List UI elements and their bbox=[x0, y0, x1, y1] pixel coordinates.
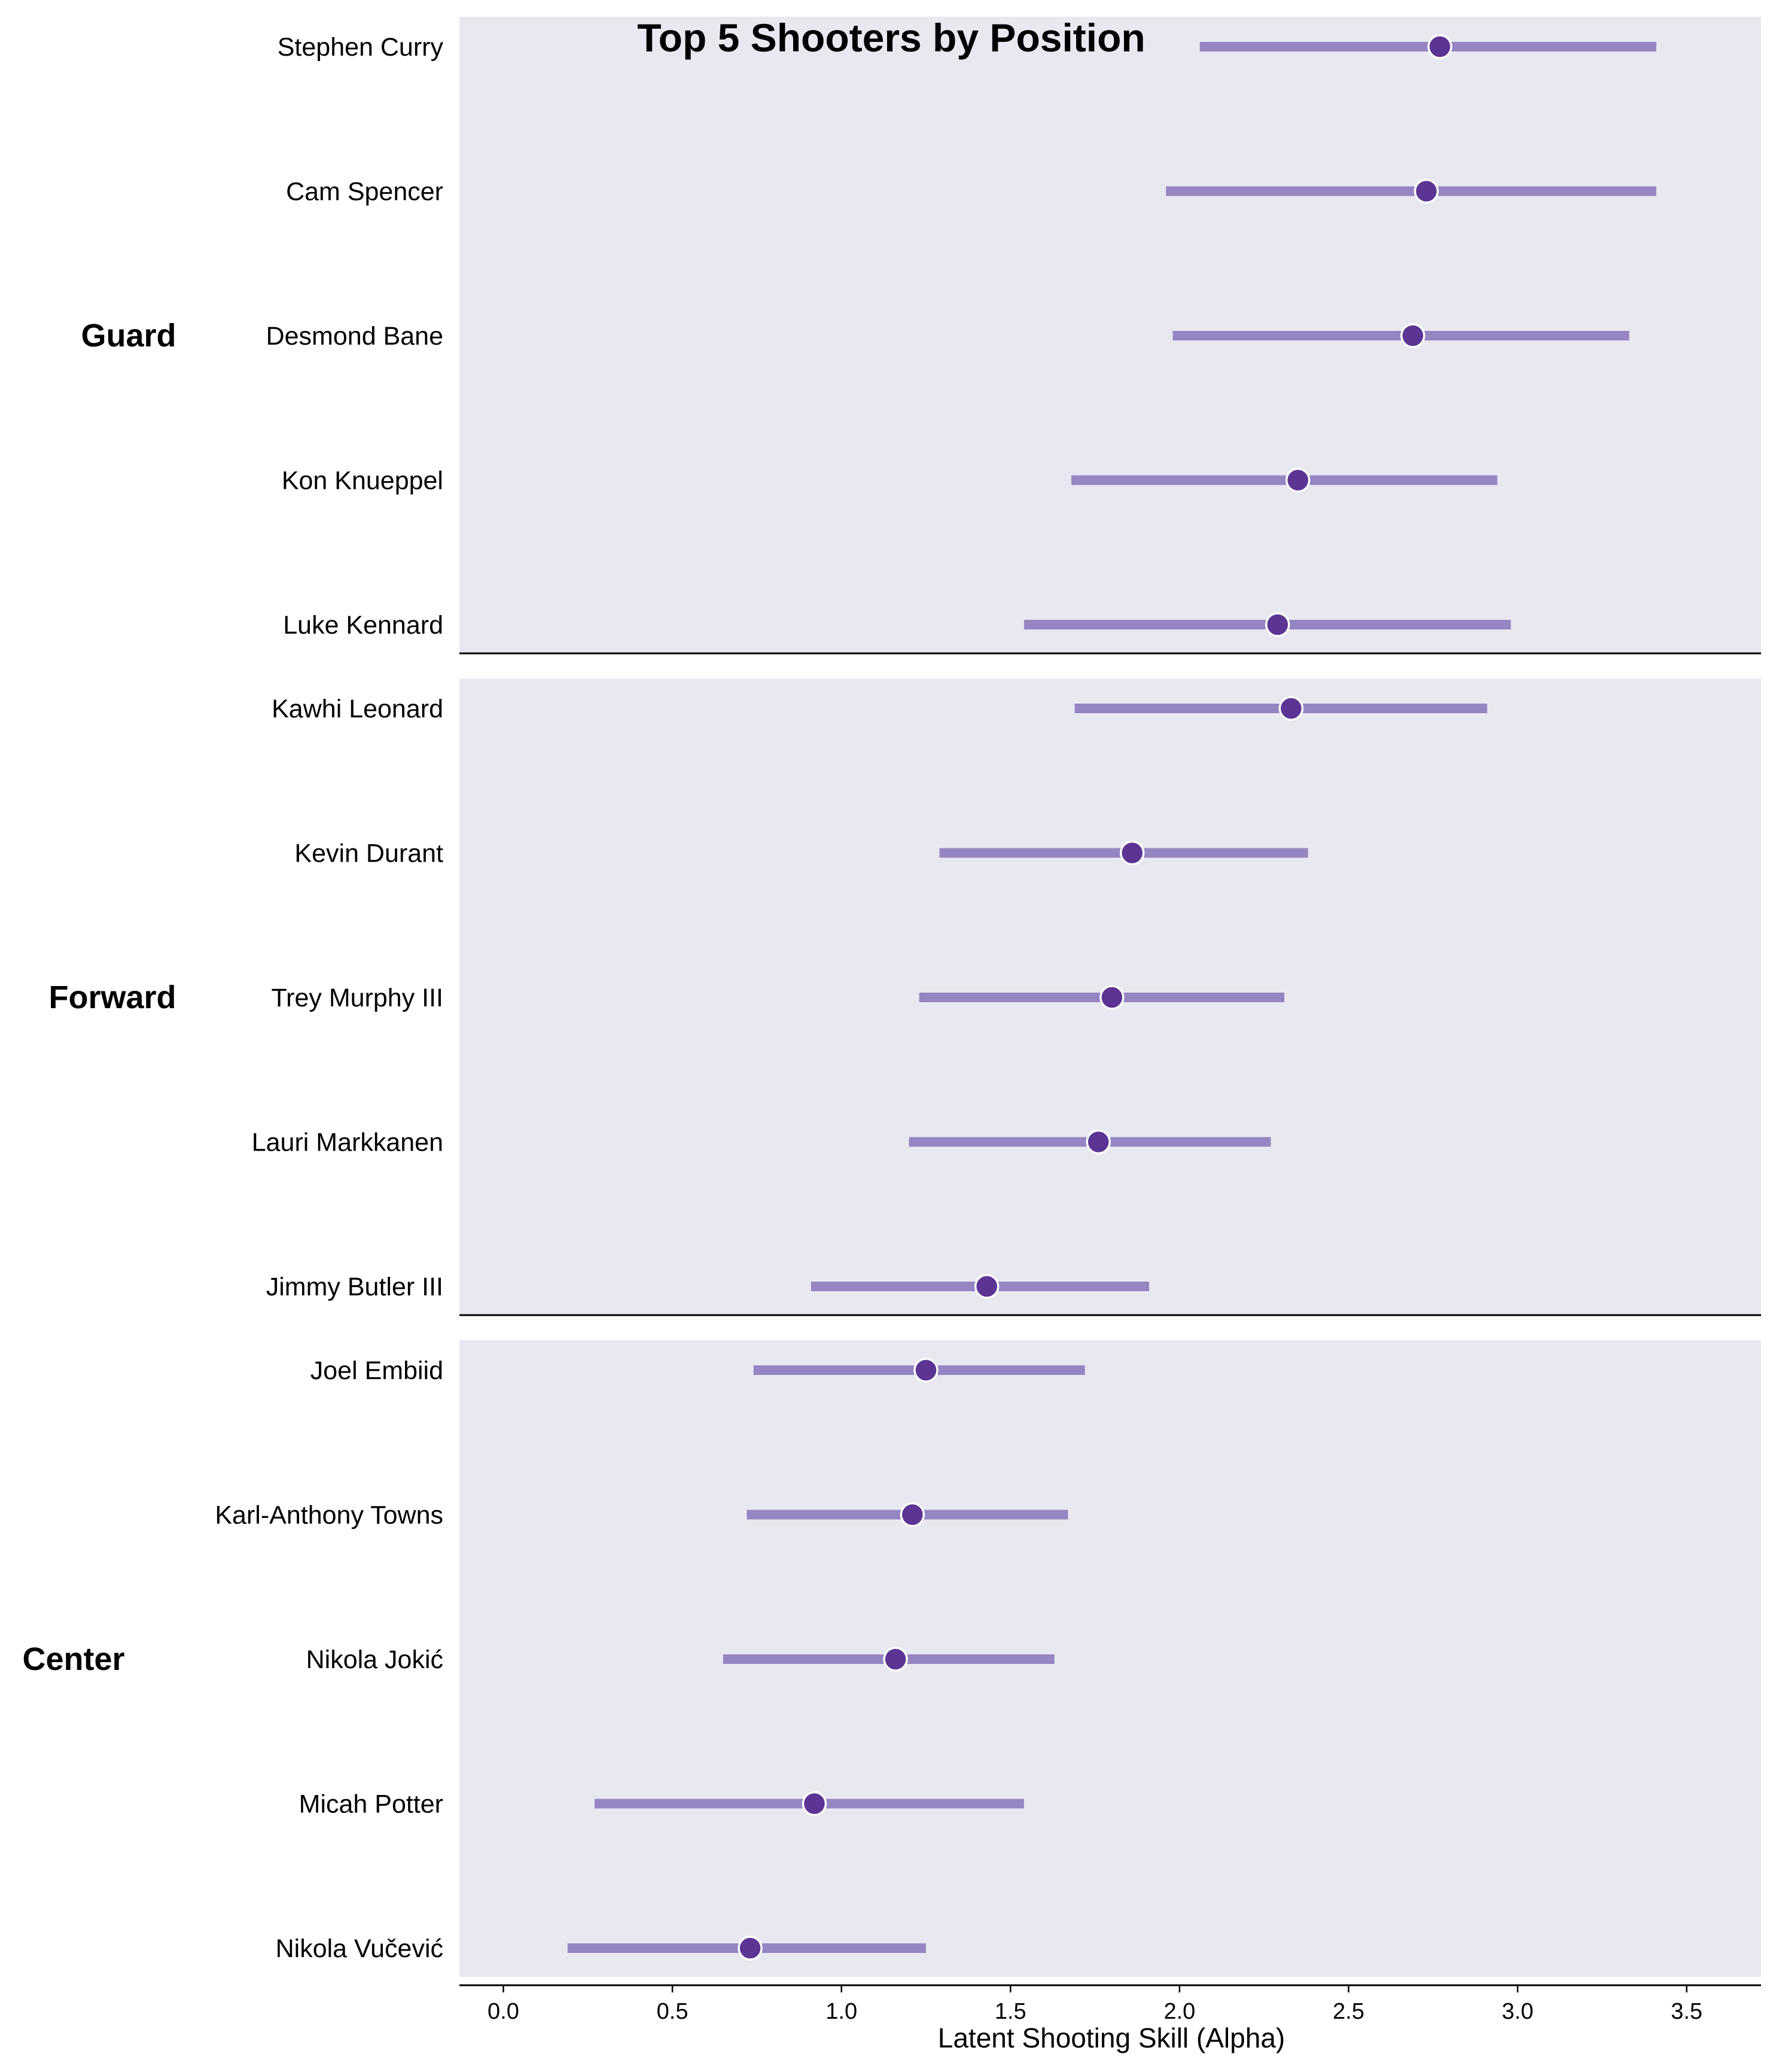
x-axis-label: Latent Shooting Skill (Alpha) bbox=[938, 2022, 1285, 2053]
mean-point bbox=[883, 1647, 908, 1672]
x-tick-label: 0.5 bbox=[657, 1999, 689, 2024]
mean-point bbox=[1086, 1129, 1111, 1155]
mean-point bbox=[1427, 34, 1452, 59]
mean-point bbox=[1278, 696, 1304, 721]
player-label: Cam Spencer bbox=[286, 178, 443, 206]
mean-point bbox=[1265, 612, 1290, 637]
mean-point bbox=[1099, 985, 1125, 1010]
x-tick-label: 2.5 bbox=[1333, 1999, 1364, 2024]
x-tick-label: 2.0 bbox=[1163, 1999, 1195, 2024]
player-label: Stephen Curry bbox=[278, 33, 444, 62]
player-label: Nikola Jokić bbox=[306, 1645, 443, 1674]
mean-point bbox=[913, 1358, 939, 1383]
mean-point bbox=[738, 1936, 763, 1961]
mean-point bbox=[1285, 467, 1311, 493]
player-label: Kevin Durant bbox=[294, 839, 443, 868]
mean-point bbox=[974, 1274, 1000, 1299]
player-label: Kon Knueppel bbox=[282, 467, 443, 495]
player-label: Karl-Anthony Towns bbox=[215, 1501, 443, 1530]
x-tick-label: 1.5 bbox=[995, 1999, 1026, 2024]
mean-point bbox=[1119, 840, 1145, 866]
player-label: Jimmy Butler III bbox=[266, 1273, 443, 1301]
marks-layer bbox=[567, 34, 1656, 1961]
player-label: Joel Embiid bbox=[310, 1356, 443, 1385]
x-tick-label: 3.5 bbox=[1671, 1999, 1702, 2024]
group-label-guard: Guard bbox=[81, 318, 176, 354]
mean-point bbox=[802, 1791, 827, 1817]
player-label: Micah Potter bbox=[299, 1790, 443, 1819]
mean-point bbox=[1414, 178, 1439, 204]
mean-point bbox=[900, 1502, 925, 1528]
x-axis: 0.0 0.5 1.0 1.5 2.0 2.5 3.0 3.5 bbox=[459, 1984, 1761, 2024]
player-label: Kawhi Leonard bbox=[272, 695, 443, 723]
player-label: Desmond Bane bbox=[266, 322, 443, 351]
x-tick-label: 0.0 bbox=[488, 1999, 519, 2024]
x-tick-label: 1.0 bbox=[825, 1999, 857, 2024]
x-tick-label: 3.0 bbox=[1502, 1999, 1534, 2024]
labels-layer: Guard Stephen Curry Cam Spencer Desmond Ban… bbox=[22, 33, 443, 1963]
player-label: Trey Murphy III bbox=[271, 984, 443, 1012]
mean-point bbox=[1400, 323, 1425, 348]
player-label: Luke Kennard bbox=[283, 611, 443, 640]
group-label-forward: Forward bbox=[48, 979, 176, 1015]
chart-title: Top 5 Shooters by Position bbox=[637, 16, 1146, 60]
player-label: Lauri Markkanen bbox=[252, 1128, 443, 1157]
group-label-center: Center bbox=[22, 1641, 124, 1677]
player-label: Nikola Vučević bbox=[276, 1934, 443, 1963]
panel-background-center bbox=[459, 1340, 1761, 1977]
